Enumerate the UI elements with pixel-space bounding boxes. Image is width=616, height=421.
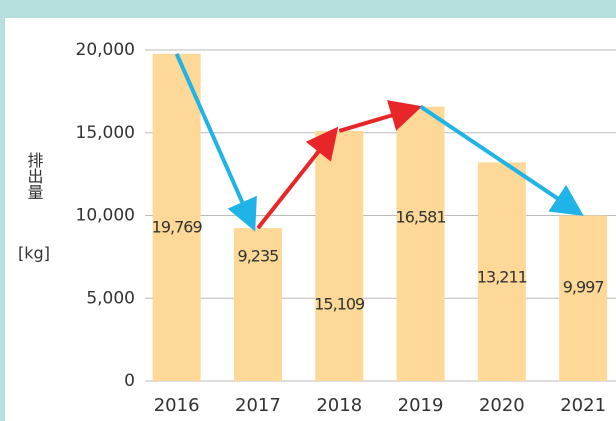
trend-arrow — [174, 53, 257, 232]
value-label: 9,997 — [563, 278, 604, 297]
bar — [396, 106, 445, 382]
y-tick-label: 0 — [124, 371, 135, 391]
x-tick-label: 2020 — [479, 395, 525, 416]
x-tick-label: 2019 — [398, 395, 444, 416]
y-axis-unit: [kg] — [18, 244, 50, 263]
bar — [152, 53, 201, 381]
bar — [477, 162, 526, 381]
value-label: 15,109 — [314, 295, 365, 314]
bar — [233, 228, 282, 381]
y-tick-label: 20,000 — [76, 40, 135, 60]
x-tick-label: 2016 — [154, 395, 200, 416]
trend-arrow — [338, 100, 423, 133]
x-tick-label: 2021 — [560, 395, 606, 416]
value-label: 13,211 — [477, 268, 527, 287]
value-label: 9,235 — [238, 247, 279, 266]
x-tick-label: 2017 — [235, 395, 281, 416]
y-tick-label: 15,000 — [76, 123, 135, 143]
trend-arrow — [419, 104, 584, 217]
frame-top — [0, 0, 616, 18]
bar — [559, 215, 608, 381]
y-axis-label: 排出量 — [25, 152, 44, 200]
value-label: 19,769 — [152, 218, 203, 237]
trend-arrow — [256, 126, 339, 230]
x-tick-label: 2018 — [316, 395, 362, 416]
frame-left — [0, 0, 5, 421]
bar — [315, 130, 364, 381]
value-label: 16,581 — [396, 208, 446, 227]
y-tick-label: 5,000 — [86, 288, 135, 308]
y-tick-label: 10,000 — [76, 206, 135, 226]
